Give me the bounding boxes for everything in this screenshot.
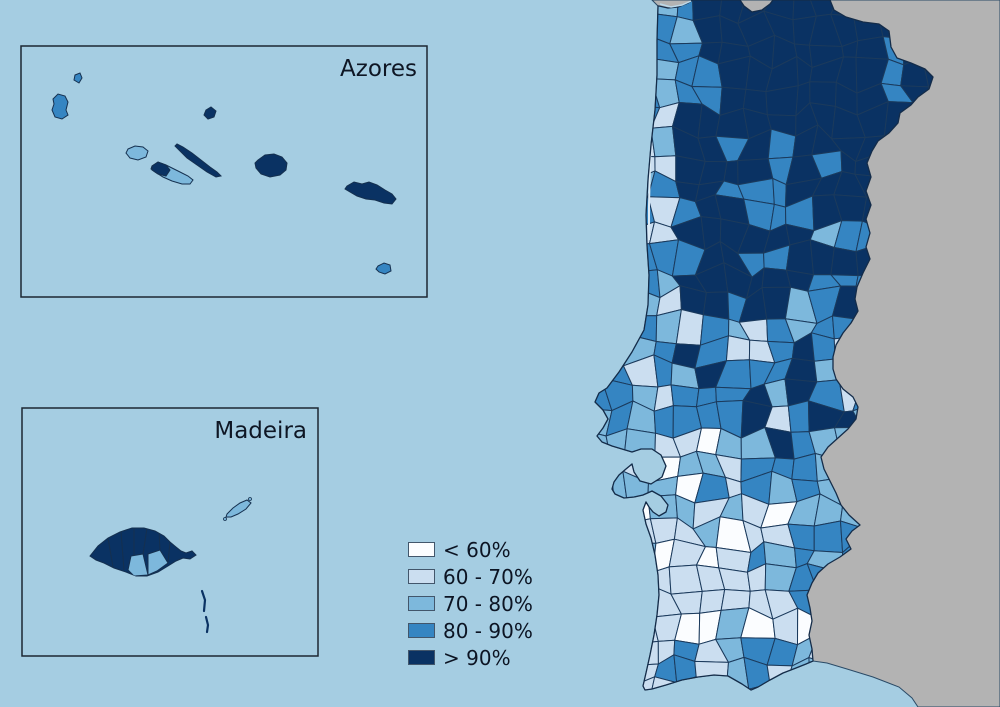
azores-inset-title: Azores (340, 56, 417, 82)
madeira-light-municipality (127, 553, 149, 576)
pico-west-municipality (151, 161, 171, 177)
azores-inset (20, 45, 428, 298)
municipality-cell (785, 239, 814, 276)
municipality-cell (787, 400, 810, 433)
porto-santo-islet (248, 497, 252, 501)
desertas-island (200, 589, 207, 613)
legend-label: 70 - 80% (443, 591, 533, 616)
municipality-cell (720, 589, 751, 611)
portugal-outline (594, 0, 934, 691)
madeira-light-municipality (147, 549, 169, 576)
legend-item: 70 - 80% (408, 590, 533, 617)
legend-label: > 90% (443, 645, 511, 670)
municipality-cell (813, 520, 844, 553)
municipality-cell (765, 85, 799, 117)
legend-item: 80 - 90% (408, 617, 533, 644)
madeira-inset (21, 407, 319, 657)
municipality-cell (809, 81, 837, 107)
graciosa-island (203, 106, 217, 120)
municipality-cell (725, 335, 751, 362)
legend-swatch (408, 542, 435, 557)
legend-item: < 60% (408, 536, 533, 563)
porto-santo-island (225, 499, 252, 518)
legend-swatch (408, 596, 435, 611)
legend-item: 60 - 70% (408, 563, 533, 590)
legend-label: < 60% (443, 537, 511, 562)
madeira-inset-title: Madeira (214, 418, 307, 444)
flores-island (51, 93, 69, 120)
legend-label: 60 - 70% (443, 564, 533, 589)
municipality-cell (830, 247, 859, 277)
legend-label: 80 - 90% (443, 618, 533, 643)
minho-river (659, 0, 692, 8)
desertas-island (204, 615, 210, 634)
madeira-municipalities (107, 528, 171, 576)
corvo-island (73, 72, 83, 84)
legend-item: > 90% (408, 644, 533, 671)
legend-swatch (408, 623, 435, 638)
legend-swatch (408, 569, 435, 584)
municipality-cell (650, 125, 677, 158)
municipality-cell (670, 384, 700, 408)
santa-maria-island (375, 262, 392, 275)
terceira-island (254, 153, 288, 178)
sao-miguel-island (344, 181, 397, 205)
municipality-cell (675, 309, 704, 346)
porto-santo-islet (223, 517, 227, 521)
sao-jorge-island (174, 143, 223, 178)
legend-swatch (408, 650, 435, 665)
map-legend: < 60% 60 - 70% 70 - 80% 80 - 90% > 90% (408, 536, 533, 671)
madeira-inset-box (21, 407, 319, 657)
faial-island (125, 145, 149, 161)
azores-inset-box (20, 45, 428, 298)
